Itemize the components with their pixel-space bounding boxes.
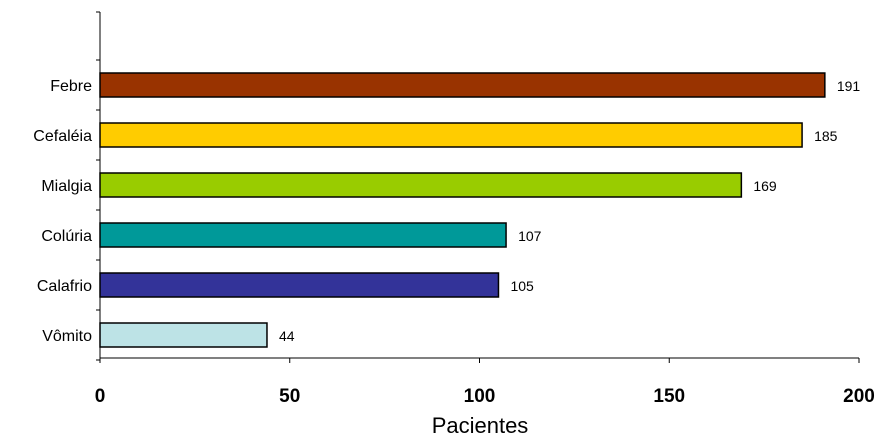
labels-layer: Febre 191 Cefaléia 185 Mialgia 169 Colúria 107 C… [33,78,875,407]
category-label: Colúria [41,228,92,245]
value-label: 169 [753,178,777,194]
bar-mialgia [99,172,743,198]
category-label: Febre [50,78,92,95]
category-label: Mialgia [41,178,92,195]
category-label: Calafrio [37,278,92,295]
x-axis-title: Pacientes [432,413,529,436]
value-label: 105 [510,278,534,294]
x-tick-label: 0 [95,386,106,407]
value-label: 185 [814,128,838,144]
bar-colúria [99,222,507,248]
bar-vômito [99,322,268,348]
value-label: 44 [279,328,295,344]
x-tick-label: 50 [279,386,300,407]
value-label: 107 [518,228,542,244]
bar-cefaléia [99,122,803,148]
category-label: Vômito [42,328,92,345]
bars-layer [99,72,826,348]
value-label: 191 [837,78,861,94]
bar-calafrio [99,272,500,298]
x-tick-label: 150 [653,386,685,407]
axes-layer [96,11,860,363]
x-tick-label: 100 [464,386,496,407]
bar-febre [99,72,826,98]
category-label: Cefaléia [33,128,92,145]
x-tick-label: 200 [843,386,875,407]
